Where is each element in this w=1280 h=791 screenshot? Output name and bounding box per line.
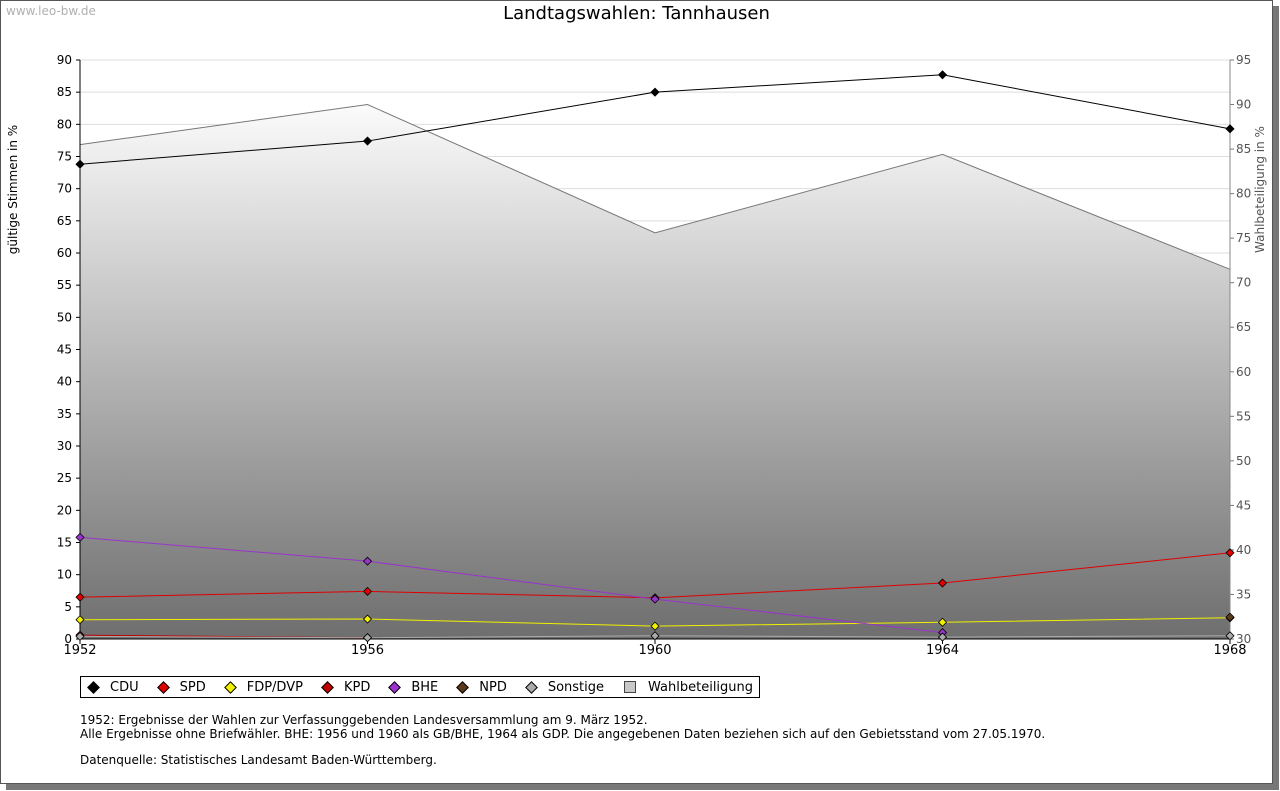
y-tick-label: 0 [64, 632, 72, 646]
y-tick-label: 70 [57, 182, 72, 196]
watermark: www.leo-bw.de [6, 4, 96, 18]
legend-marker [87, 680, 100, 694]
y2-tick-label: 65 [1236, 320, 1251, 334]
note-line-1: 1952: Ergebnisse der Wahlen zur Verfassu… [80, 713, 648, 727]
legend-item-wahlbeteiligung: Wahlbeteiligung [624, 680, 753, 695]
legend-label: BHE [411, 679, 439, 695]
y-tick-label: 75 [57, 150, 72, 164]
y-tick-label: 80 [57, 117, 72, 131]
point-spd [75, 592, 85, 602]
point-spd [362, 586, 373, 596]
point-cdu [937, 70, 948, 80]
point-sonstige [650, 631, 660, 641]
y2-tick-label: 60 [1236, 365, 1251, 379]
point-sonstige [937, 632, 948, 642]
y2-tick-label: 85 [1236, 142, 1251, 156]
legend-item-spd: SPD [156, 679, 206, 695]
y-tick-label: 5 [64, 600, 72, 614]
legend-label: KPD [343, 679, 371, 695]
point-fdp-dvp [75, 615, 85, 625]
legend-marker [321, 680, 334, 694]
y-tick-label: 20 [57, 503, 72, 517]
y-tick-label: 30 [57, 439, 72, 453]
y2-tick-label: 70 [1236, 276, 1251, 290]
x-tick-label: 1968 [1213, 643, 1246, 658]
point-bhe [650, 594, 660, 604]
legend-label: SPD [179, 679, 206, 695]
note-line-2: Alle Ergebnisse ohne Briefwähler. BHE: 1… [80, 727, 1046, 741]
y2-tick-label: 45 [1236, 498, 1251, 512]
y-tick-label: 55 [57, 278, 72, 292]
legend-marker [524, 680, 538, 694]
y-tick-label: 40 [57, 375, 72, 389]
point-sonstige [1225, 631, 1235, 641]
legend: CDU SPD FDP/DVP KPD BHE NPD Sonstige Wahlbeteil… [80, 676, 761, 698]
legend-item-fdp-dvp: FDP/DVP [223, 679, 303, 695]
point-sonstige [75, 631, 85, 641]
x-tick-label: 1952 [63, 643, 96, 658]
y-tick-label: 60 [57, 246, 72, 260]
point-cdu [1225, 124, 1235, 134]
y-tick-label: 45 [57, 343, 72, 357]
y-tick-label: 90 [57, 53, 72, 67]
point-fdp-dvp [362, 614, 373, 624]
legend-item-kpd: KPD [321, 679, 371, 695]
y2-tick-label: 40 [1236, 543, 1251, 557]
legend-label: NPD [479, 679, 507, 695]
note-source: Datenquelle: Statistisches Landesamt Bad… [80, 753, 437, 767]
legend-marker [223, 680, 237, 694]
legend-label: Sonstige [547, 679, 605, 695]
point-spd [937, 578, 948, 588]
y-tick-label: 15 [57, 536, 72, 550]
point-cdu [650, 87, 660, 97]
legend-marker [624, 681, 637, 693]
y2-tick-label: 30 [1236, 632, 1251, 646]
y2-tick-label: 75 [1236, 231, 1251, 245]
notes: 1952: Ergebnisse der Wahlen zur Verfassu… [80, 713, 1045, 767]
y2-tick-label: 80 [1236, 187, 1251, 201]
point-fdp-dvp [937, 617, 948, 627]
point-npd [1225, 612, 1235, 622]
point-sonstige [362, 633, 373, 643]
y2-axis-title: Wahlbeteiligung in % [1253, 126, 1267, 253]
y-tick-label: 50 [57, 310, 72, 324]
legend-marker [156, 680, 170, 694]
turnout-area [80, 104, 1230, 640]
y2-tick-label: 35 [1236, 587, 1251, 601]
legend-marker [388, 680, 402, 694]
legend-item-sonstige: Sonstige [524, 679, 605, 695]
y2-tick-label: 90 [1236, 98, 1251, 112]
turnout-line [79, 104, 1231, 270]
legend-label: CDU [110, 679, 139, 695]
y2-tick-label: 50 [1236, 454, 1251, 468]
legend-marker [456, 680, 470, 694]
y2-tick-label: 55 [1236, 409, 1251, 423]
legend-label: Wahlbeteiligung [648, 679, 754, 695]
y-tick-label: 65 [57, 214, 72, 228]
point-fdp-dvp [650, 621, 660, 631]
y-tick-label: 85 [57, 85, 72, 99]
x-tick-label: 1964 [926, 643, 959, 658]
y2-tick-label: 95 [1236, 53, 1251, 67]
legend-item-cdu: CDU [87, 679, 139, 695]
point-cdu [362, 136, 373, 146]
series-line-bhe [79, 536, 943, 634]
legend-label: FDP/DVP [246, 679, 303, 695]
legend-item-npd: NPD [456, 679, 507, 695]
x-tick-label: 1956 [351, 643, 384, 658]
point-bhe [75, 532, 85, 542]
y-tick-label: 35 [57, 407, 72, 421]
y-tick-label: 10 [57, 568, 72, 582]
point-bhe [362, 556, 373, 566]
y-axis-title: gültige Stimmen in % [6, 125, 20, 254]
x-tick-label: 1960 [638, 643, 671, 658]
chart-title: Landtagswahlen: Tannhausen [503, 3, 770, 24]
point-cdu [75, 159, 85, 169]
legend-item-bhe: BHE [388, 679, 439, 695]
point-spd [1225, 548, 1235, 558]
y-tick-label: 25 [57, 471, 72, 485]
